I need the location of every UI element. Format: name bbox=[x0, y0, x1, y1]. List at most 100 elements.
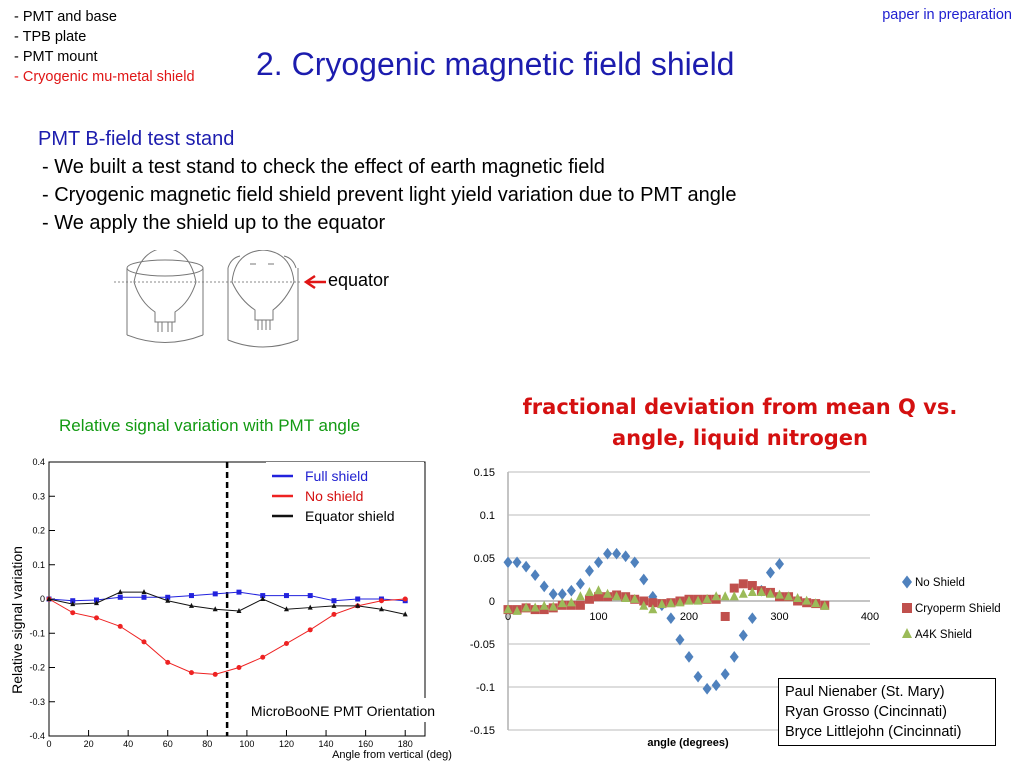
circle-marker bbox=[70, 610, 76, 616]
diamond-marker bbox=[684, 651, 694, 663]
pmt-without-equator-shield bbox=[126, 250, 204, 343]
diamond-marker bbox=[693, 670, 703, 683]
triangle-marker bbox=[711, 591, 721, 601]
left-chart-title: Relative signal variation with PMT angle bbox=[59, 416, 361, 435]
triangle-marker bbox=[729, 591, 739, 601]
triangle-marker bbox=[355, 602, 361, 608]
y-tick-label: -0.15 bbox=[470, 725, 495, 737]
x-axis-label: angle (degrees) bbox=[647, 737, 729, 749]
topic-item-current: - Cryogenic mu-metal shield bbox=[14, 69, 195, 85]
x-tick-label: 120 bbox=[279, 739, 294, 749]
triangle-marker bbox=[603, 588, 613, 598]
circle-marker bbox=[402, 596, 408, 602]
diamond-marker bbox=[594, 556, 603, 569]
x-tick-label: 60 bbox=[163, 739, 173, 749]
series-a4k-shield bbox=[503, 585, 830, 615]
x-tick-label: 0 bbox=[505, 611, 511, 623]
y-tick-label: -0.2 bbox=[29, 663, 45, 673]
square-marker bbox=[575, 600, 585, 610]
triangle-marker bbox=[738, 588, 748, 598]
triangle-marker bbox=[141, 589, 147, 595]
square-marker bbox=[70, 598, 76, 604]
x-tick-label: 100 bbox=[589, 611, 607, 623]
y-tick-label: 0.4 bbox=[32, 457, 45, 467]
diamond-marker bbox=[503, 556, 513, 569]
credits-box: Paul Nienaber (St. Mary) Ryan Grosso (Ci… bbox=[778, 678, 996, 746]
triangle-marker bbox=[557, 598, 567, 608]
triangle-marker bbox=[307, 604, 313, 610]
square-marker bbox=[331, 598, 337, 604]
equator-label: equator bbox=[328, 270, 390, 290]
triangle-marker bbox=[46, 596, 52, 601]
series-full-shield bbox=[46, 589, 408, 604]
triangle-marker bbox=[693, 595, 703, 605]
x-axis-label: Angle from vertical (deg) bbox=[332, 749, 452, 761]
circle-marker bbox=[260, 654, 266, 660]
triangle-marker bbox=[283, 606, 289, 612]
triangle-marker bbox=[630, 593, 640, 603]
square-marker bbox=[117, 594, 123, 600]
y-tick-label: 0.1 bbox=[480, 510, 495, 522]
bullet-item: - We apply the shield up to the equator bbox=[42, 212, 386, 234]
x-tick-label: 300 bbox=[770, 611, 788, 623]
triangle-marker bbox=[188, 602, 194, 608]
topic-item: - TPB plate bbox=[14, 29, 87, 45]
triangle-marker bbox=[530, 602, 540, 612]
square-marker bbox=[584, 594, 594, 604]
legend-swatch bbox=[902, 603, 912, 613]
diamond-marker bbox=[747, 612, 757, 625]
triangle-marker bbox=[584, 587, 594, 596]
square-marker bbox=[260, 593, 266, 599]
x-tick-label: 100 bbox=[239, 739, 254, 749]
x-tick-label: 80 bbox=[202, 739, 212, 749]
y-tick-label: -0.3 bbox=[29, 697, 45, 707]
credit-name: Ryan Grosso (Cincinnati) bbox=[785, 704, 947, 720]
legend-label: No Shield bbox=[915, 577, 965, 589]
legend-swatch bbox=[902, 628, 912, 638]
pmt-with-equator-shield bbox=[227, 250, 299, 348]
triangle-marker bbox=[684, 595, 694, 605]
diamond-marker bbox=[539, 580, 549, 593]
legend-label: Equator shield bbox=[305, 508, 395, 524]
y-tick-label: 0.2 bbox=[32, 526, 45, 536]
square-marker bbox=[165, 594, 171, 600]
diamond-marker bbox=[720, 668, 730, 680]
square-marker bbox=[236, 589, 242, 595]
triangle-marker bbox=[702, 593, 712, 603]
square-marker bbox=[738, 579, 748, 589]
diamond-marker bbox=[711, 679, 721, 692]
y-tick-label: -0.4 bbox=[29, 731, 45, 741]
y-tick-label: 0 bbox=[489, 596, 495, 608]
triangle-marker bbox=[575, 591, 585, 601]
triangle-marker bbox=[811, 598, 821, 608]
square-marker bbox=[355, 596, 361, 602]
triangle-marker bbox=[236, 607, 242, 613]
triangle-marker bbox=[648, 604, 658, 614]
circle-marker bbox=[378, 598, 384, 604]
circle-marker bbox=[236, 665, 242, 670]
legend-swatch bbox=[902, 575, 912, 589]
triangle-marker bbox=[117, 589, 123, 595]
circle-marker bbox=[331, 611, 337, 617]
y-tick-label: 0 bbox=[40, 594, 45, 604]
credit-name: Bryce Littlejohn (Cincinnati) bbox=[785, 724, 962, 740]
diamond-marker bbox=[775, 558, 784, 570]
circle-marker bbox=[188, 670, 194, 676]
triangle-marker bbox=[639, 600, 649, 610]
triangle-marker bbox=[657, 599, 667, 609]
slide-title: 2. Cryogenic magnetic field shield bbox=[256, 46, 735, 82]
diamond-marker bbox=[548, 588, 558, 600]
diamond-marker bbox=[566, 584, 576, 597]
series-equator-shield bbox=[46, 589, 408, 617]
diamond-marker bbox=[666, 612, 676, 625]
shield-diagram bbox=[114, 250, 326, 348]
triangle-marker bbox=[212, 606, 218, 612]
square-marker bbox=[729, 583, 739, 593]
bullet-item: - Cryogenic magnetic field shield preven… bbox=[42, 184, 737, 206]
triangle-marker bbox=[802, 595, 812, 605]
diamond-marker bbox=[675, 633, 685, 646]
triangle-marker bbox=[765, 588, 775, 598]
triangle-marker bbox=[594, 585, 603, 595]
triangle-marker bbox=[521, 602, 531, 612]
square-marker bbox=[141, 594, 147, 600]
